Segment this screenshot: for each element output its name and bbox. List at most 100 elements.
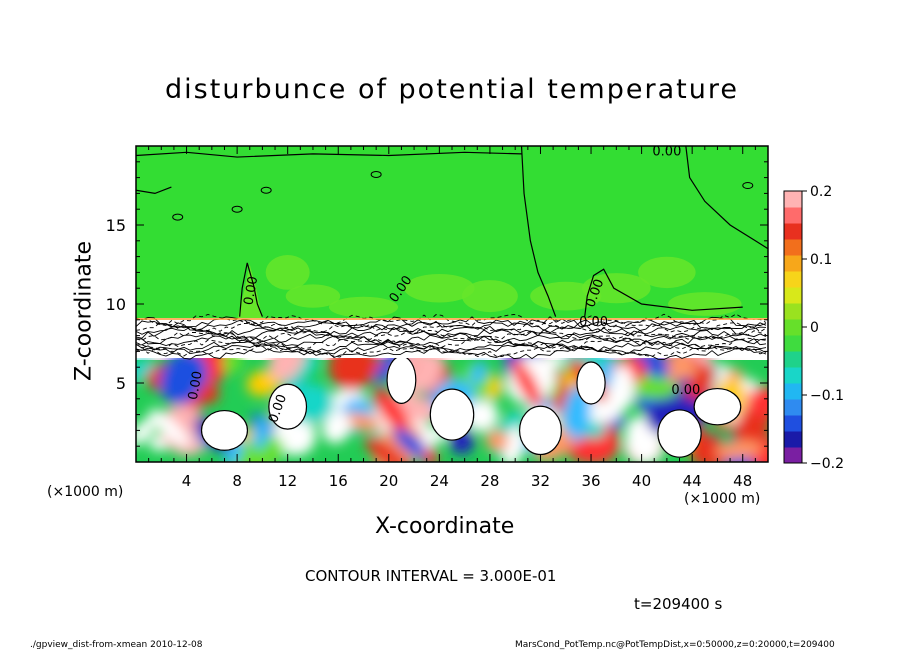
transition-contour <box>136 345 767 358</box>
colorbar-segment <box>784 255 802 272</box>
colorbar-segment <box>784 303 802 320</box>
x-tick-label: 12 <box>278 472 297 490</box>
transition-contour <box>136 339 767 353</box>
x-unit-label-left: (×1000 m) <box>47 484 124 500</box>
light-patch <box>404 273 475 303</box>
colorbar-tick-label: 0.1 <box>810 252 832 268</box>
turbulent-blob <box>715 440 763 459</box>
colorbar-segment <box>784 319 802 336</box>
x-tick-label: 20 <box>379 472 398 490</box>
lower-turbulent-blobs <box>136 329 768 462</box>
contour-value-label: 0.00 <box>671 383 700 398</box>
x-tick-label: 4 <box>182 472 192 490</box>
colorbar-segment <box>784 191 802 208</box>
upper-light-patches <box>237 255 742 320</box>
time-label: t=209400 s <box>634 595 723 613</box>
turbulent-blob <box>364 436 410 462</box>
footer-left: ./gpview_dist-from-xmean 2010-12-08 <box>30 640 203 650</box>
turbulent-blob <box>159 351 208 405</box>
colorbar-segment <box>784 207 802 224</box>
turbulent-blob <box>197 383 220 404</box>
turbulent-blob <box>423 447 438 462</box>
white-core <box>429 388 475 441</box>
y-tick-label: 5 <box>116 374 126 393</box>
x-tick-label: 36 <box>581 472 600 490</box>
chart-title: disturbunce of potential temperature <box>165 74 739 105</box>
white-core <box>200 409 249 451</box>
y-axis-label: Z-coordinate <box>71 241 97 381</box>
turbulent-blob <box>322 411 351 444</box>
y-tick-label: 10 <box>106 295 126 314</box>
x-tick-label: 28 <box>480 472 499 490</box>
colorbar-segment <box>784 271 802 288</box>
x-tick-label: 40 <box>632 472 651 490</box>
small-closed-contour <box>260 186 272 194</box>
white-core <box>268 383 308 430</box>
contour-value-label: 0.00 <box>579 315 608 330</box>
colorbar-segment <box>784 399 802 416</box>
x-tick-label: 44 <box>683 472 702 490</box>
colorbar-tick-label: −0.2 <box>810 456 844 472</box>
x-tick-label: 24 <box>430 472 449 490</box>
small-closed-contour <box>231 205 243 213</box>
contour-value-label: 0.00 <box>652 144 681 159</box>
turbulent-blob <box>159 404 210 456</box>
transition-contour <box>136 342 767 355</box>
transition-contour <box>136 326 767 340</box>
transition-contour <box>136 347 767 361</box>
turbulent-blob <box>393 428 430 460</box>
transition-contour <box>136 319 767 332</box>
x-unit-label-right: (×1000 m) <box>684 491 761 507</box>
x-tick-label: 16 <box>329 472 348 490</box>
transition-contour <box>136 329 767 341</box>
zero-contour <box>520 146 557 317</box>
white-core <box>518 405 562 456</box>
colorbar-segment <box>784 335 802 352</box>
small-closed-contour <box>172 213 184 221</box>
zero-contour <box>584 268 743 317</box>
colorbar-segment <box>784 367 802 384</box>
transition-contour <box>136 321 767 334</box>
turbulent-blob <box>746 386 768 417</box>
x-axis-label: X-coordinate <box>375 514 515 539</box>
light-patch <box>265 255 310 290</box>
contour-value-label: 0.00 <box>241 275 261 306</box>
colorbar: 0.2 0.1 0 −0.1 −0.2 <box>783 184 844 472</box>
light-patch <box>285 284 341 308</box>
colorbar-segment <box>784 351 802 368</box>
light-patch <box>668 292 742 316</box>
white-core <box>693 387 742 426</box>
light-patch <box>638 256 696 289</box>
colorbar-tick-label: 0.2 <box>810 184 832 200</box>
x-tick-label: 8 <box>232 472 242 490</box>
colorbar-tick-label: −0.1 <box>810 388 844 404</box>
colorbar-segment <box>784 383 802 400</box>
transition-contour <box>136 313 767 327</box>
x-axis-ticks: 4 8 12 16 20 24 28 32 36 40 44 48 <box>148 146 756 490</box>
footer-right: MarsCond_PotTemp.nc@PotTempDist,x=0:5000… <box>515 640 835 650</box>
colorbar-segment <box>784 415 802 432</box>
turbulent-blob <box>611 365 635 411</box>
zero-contour <box>685 146 768 250</box>
transition-contour <box>136 336 767 350</box>
turbulent-blob <box>485 429 509 452</box>
turbulent-blob <box>136 358 155 385</box>
turbulent-blob <box>413 350 444 393</box>
y-tick-label: 15 <box>106 216 126 235</box>
small-closed-contour <box>742 182 754 189</box>
field-layer: 0.000.00 0.00 0.000.000.000.000.00 <box>136 144 768 462</box>
turbulent-blob <box>235 435 284 462</box>
contour-value-label: 0.00 <box>186 370 206 401</box>
light-patch <box>328 296 399 318</box>
x-tick-label: 48 <box>733 472 752 490</box>
contour-interval-text: CONTOUR INTERVAL = 3.000E-01 <box>305 567 557 585</box>
light-patch <box>461 280 518 313</box>
x-tick-label: 32 <box>531 472 550 490</box>
colorbar-segment <box>784 431 802 448</box>
colorbar-segment <box>784 223 802 240</box>
turbulent-blob <box>149 408 190 447</box>
white-core <box>576 361 606 405</box>
zero-contour <box>136 186 172 195</box>
turbulent-blob <box>470 361 487 386</box>
transition-contour <box>136 324 767 337</box>
